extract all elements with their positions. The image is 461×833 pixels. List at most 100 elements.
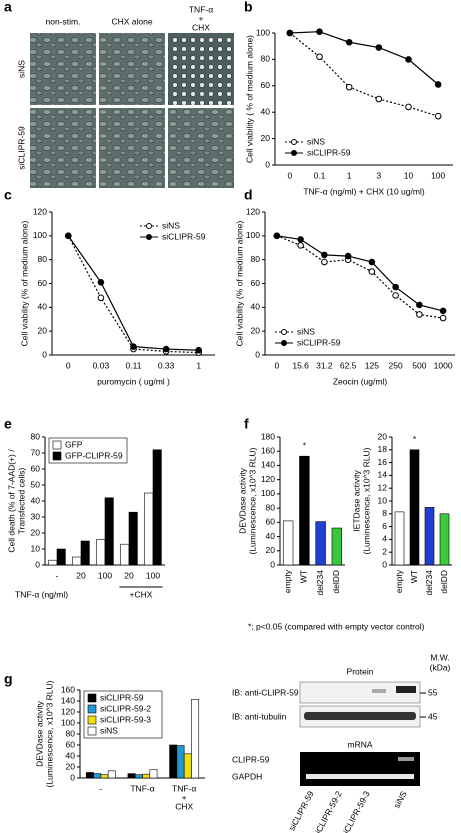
- point: [439, 307, 447, 315]
- micrograph: [30, 108, 96, 188]
- x-tick-label: 31.2: [316, 360, 333, 370]
- point: [392, 283, 399, 291]
- y-tick-label: 0: [42, 349, 47, 359]
- bar: [134, 774, 143, 779]
- y-tick-label: 0: [270, 559, 275, 569]
- legend-marker: [291, 150, 297, 156]
- legend-label: GFP-CLIPR-59: [65, 450, 123, 460]
- blot-images: [299, 681, 421, 786]
- y-tick-label: 2: [382, 546, 387, 556]
- y-tick-label: 20: [38, 325, 48, 335]
- x-tick-label: +: [182, 792, 187, 802]
- y-tick-label: 40: [38, 302, 48, 312]
- x-tick-label: 0.11: [126, 360, 142, 370]
- y-tick-label: 60: [261, 80, 271, 90]
- point: [345, 38, 353, 46]
- legend-label: siCLIPR-59: [297, 337, 341, 347]
- lane-label: siNS: [391, 789, 408, 810]
- bar: [144, 492, 154, 566]
- y-tick-label: 60: [31, 463, 41, 473]
- micrograph: [30, 33, 96, 105]
- blot-header: mRNA: [347, 739, 372, 749]
- y-tick-label: 8: [382, 508, 387, 518]
- panel-label: a: [4, 0, 12, 15]
- legend-label: siCLIPR-59: [307, 147, 351, 157]
- x-tick-label: 10: [404, 170, 414, 180]
- point: [97, 294, 105, 302]
- y-tick-label: 30: [31, 511, 41, 521]
- legend-marker: [146, 223, 152, 229]
- bar: [142, 773, 151, 779]
- y-tick-label: 40: [251, 302, 261, 312]
- y-axis-label: Cell viability ( % of medium alone): [244, 35, 254, 163]
- micrograph: [168, 108, 234, 188]
- point: [368, 258, 376, 266]
- gel-row-label: GAPDH: [232, 771, 262, 781]
- bar: [56, 548, 66, 566]
- annotation: +CHX: [130, 589, 153, 599]
- x-tick-label: CHX: [175, 801, 193, 811]
- point: [416, 311, 423, 318]
- legend-label: siNS: [307, 136, 325, 146]
- panel-label: g: [4, 671, 13, 687]
- legend-swatch: [52, 451, 62, 461]
- y-tick-label: 60: [266, 517, 276, 527]
- bar: [299, 455, 310, 566]
- point: [375, 44, 383, 51]
- point: [392, 292, 399, 299]
- y-tick-label: 20: [31, 527, 41, 537]
- legend-label: siCLIPR-59-2: [100, 703, 151, 713]
- y-tick-label: 100: [246, 230, 260, 240]
- series-line: [276, 235, 444, 312]
- y-tick-label: 160: [261, 445, 275, 455]
- y-tick-label: 40: [66, 750, 76, 760]
- x-tick-label: 500: [412, 360, 426, 370]
- column-label: CHX alone: [111, 16, 152, 26]
- y-axis-label: DEVDase activity: [237, 467, 247, 533]
- row-label: siNS: [16, 60, 26, 78]
- bar: [191, 699, 200, 779]
- point: [405, 56, 412, 63]
- series-line: [289, 32, 439, 117]
- y-tick-label: 120: [246, 206, 260, 216]
- x-tick-label: 1: [347, 170, 352, 180]
- bar: [149, 769, 158, 779]
- x-tick-label: 15.6: [292, 360, 309, 370]
- y-tick-label: 60: [38, 278, 48, 288]
- point: [273, 232, 281, 240]
- y-tick-label: 4: [382, 534, 387, 544]
- blot-row-label: IB: anti-CLIPR-59: [232, 687, 299, 697]
- band: [372, 689, 386, 693]
- x-tick-label: 0: [275, 360, 280, 370]
- y-tick-label: 60: [66, 739, 76, 749]
- x-tick-label: TNF-α: [130, 783, 154, 793]
- y-tick-label: 40: [266, 531, 276, 541]
- bar: [72, 556, 82, 566]
- legend-label: siCLIPR-59-3: [100, 714, 151, 724]
- mw-label: 45: [428, 711, 438, 721]
- y-tick-label: 0: [70, 772, 75, 782]
- legend-marker: [281, 340, 287, 346]
- point: [286, 29, 294, 37]
- bar: [183, 753, 192, 779]
- bar: [394, 511, 405, 566]
- point: [405, 103, 412, 111]
- y-tick-label: 10: [378, 495, 388, 505]
- y-axis-label: (Luminescence, x10^3 RLU): [361, 447, 371, 554]
- y-tick-label: 0: [382, 559, 387, 569]
- band: [306, 774, 414, 779]
- point: [368, 268, 376, 275]
- x-tick-label: 0.03: [93, 360, 110, 370]
- y-tick-label: 0: [255, 349, 260, 359]
- y-tick-label: 6: [382, 521, 387, 531]
- x-tick-label: 125: [365, 360, 379, 370]
- column-label: +: [199, 13, 204, 23]
- panel-a-images: [30, 33, 234, 188]
- bar: [127, 773, 136, 779]
- micrograph: [168, 33, 234, 105]
- column-label: non-stim.: [46, 16, 81, 26]
- y-tick-label: 20: [261, 133, 271, 143]
- legend-swatch: [87, 715, 97, 725]
- x-tick-label: delDD: [331, 570, 341, 594]
- y-tick-label: 14: [378, 470, 388, 480]
